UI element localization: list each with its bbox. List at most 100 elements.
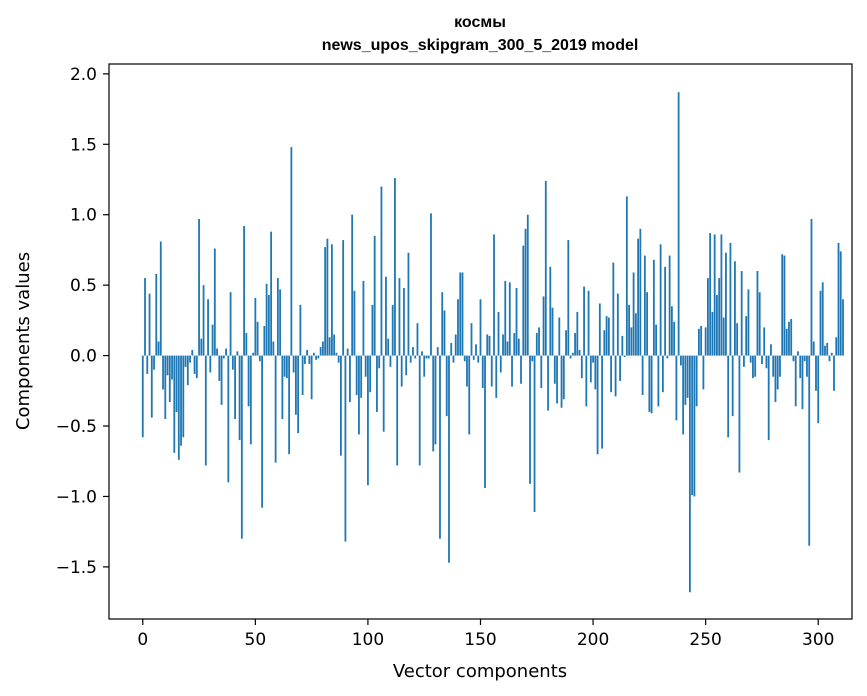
bar — [772, 355, 775, 377]
bar — [549, 266, 552, 356]
bar — [409, 355, 412, 363]
bar — [504, 280, 507, 356]
bar — [439, 355, 441, 539]
bar — [342, 240, 345, 356]
bar — [423, 355, 426, 377]
bar — [621, 335, 624, 356]
bar — [263, 326, 266, 356]
bar — [837, 242, 840, 356]
bar — [218, 355, 221, 381]
bar — [209, 355, 212, 373]
bar — [310, 355, 313, 400]
bar — [249, 355, 252, 445]
plot-frame — [108, 63, 853, 620]
bar — [743, 355, 745, 367]
bar — [416, 323, 419, 356]
bar — [628, 304, 630, 356]
bar — [592, 355, 594, 363]
bar — [619, 355, 621, 381]
bar — [364, 355, 367, 377]
bar — [157, 341, 160, 356]
bar — [265, 283, 268, 356]
bar — [396, 355, 399, 466]
bar — [382, 355, 385, 432]
bar — [213, 248, 216, 356]
bar — [346, 348, 349, 356]
bar — [821, 282, 824, 356]
bar — [540, 355, 543, 388]
bar — [722, 317, 725, 356]
bar — [353, 290, 356, 356]
x-tick-label: 50 — [245, 630, 267, 650]
bar — [833, 355, 835, 391]
bar — [806, 355, 808, 377]
bar — [652, 259, 655, 356]
bar — [285, 355, 288, 379]
bar — [412, 347, 414, 356]
bar — [790, 318, 793, 356]
bar — [605, 316, 608, 356]
bar — [506, 341, 509, 356]
bar — [835, 337, 838, 356]
bar — [607, 317, 610, 356]
bar — [207, 299, 209, 356]
bar — [326, 238, 329, 356]
x-axis-ticks: 0 50 100 150 200 250 300 — [137, 619, 834, 650]
bar — [173, 355, 176, 453]
bar — [204, 355, 207, 466]
bar — [630, 327, 633, 356]
bar — [394, 178, 396, 356]
bar — [718, 278, 721, 356]
bar — [243, 225, 245, 356]
bar — [292, 355, 295, 373]
bar — [337, 355, 340, 363]
bar — [547, 355, 549, 411]
bar — [321, 341, 324, 356]
bar — [824, 345, 826, 356]
bar — [164, 355, 167, 419]
bar — [556, 355, 558, 404]
bar — [819, 290, 822, 356]
bar — [583, 286, 585, 356]
bar — [569, 355, 572, 359]
bar — [281, 355, 284, 419]
bar — [634, 313, 637, 356]
y-tick-label: 1.5 — [70, 135, 97, 155]
bar — [664, 266, 667, 356]
bar — [389, 355, 392, 367]
bar — [646, 292, 649, 356]
bar — [616, 293, 619, 356]
bar — [407, 252, 410, 356]
bar — [812, 341, 815, 356]
bar — [177, 355, 180, 460]
bar — [448, 355, 450, 563]
bar — [625, 196, 628, 356]
bar — [794, 355, 797, 407]
bar — [571, 352, 574, 356]
bar — [466, 355, 468, 387]
bar — [153, 355, 155, 370]
bar — [216, 348, 218, 356]
bar — [826, 342, 829, 356]
bar — [234, 355, 236, 419]
bar — [211, 324, 214, 356]
bar — [716, 295, 718, 356]
bar — [195, 355, 198, 379]
bar — [198, 218, 200, 356]
bar — [801, 355, 804, 410]
x-axis-label: Vector components — [393, 661, 567, 682]
bar — [711, 311, 714, 356]
bar — [567, 240, 570, 356]
bar — [461, 272, 464, 356]
bar — [227, 355, 230, 483]
bar — [727, 355, 730, 438]
bar — [490, 355, 493, 387]
bar — [425, 355, 428, 359]
bar — [344, 355, 347, 542]
bar — [713, 234, 716, 356]
bar — [488, 335, 491, 356]
x-tick-label: 150 — [464, 630, 496, 650]
bar — [252, 352, 254, 356]
bar — [405, 355, 408, 376]
